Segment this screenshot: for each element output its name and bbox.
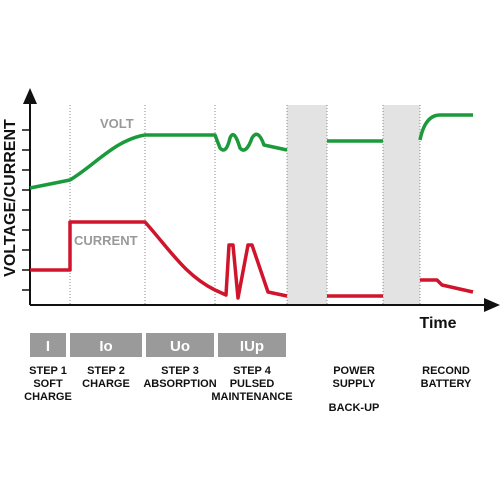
y-axis-label: VOLTAGE/CURRENT xyxy=(2,119,19,277)
step-label: BATTERY xyxy=(421,378,472,390)
step-box xyxy=(70,333,142,357)
volt-curve xyxy=(29,113,473,190)
step-label: STEP 2 xyxy=(87,365,125,377)
gap-band xyxy=(287,105,327,305)
step-box-label: Uo xyxy=(170,338,190,355)
gap-band xyxy=(383,105,420,305)
step-note: BACK-UP xyxy=(329,402,380,414)
step-box xyxy=(30,333,66,357)
y-ticks xyxy=(22,129,30,291)
curve-label: VOLT xyxy=(100,116,134,131)
step-label: STEP 3 xyxy=(161,365,199,377)
step-box xyxy=(146,333,214,357)
step-label: MAINTENANCE xyxy=(211,391,292,403)
step-label: RECOND xyxy=(422,365,470,377)
x-axis-label: Time xyxy=(419,315,456,332)
step-label: CHARGE xyxy=(24,391,72,403)
step-label: CHARGE xyxy=(82,378,130,390)
y-arrow xyxy=(23,88,37,104)
step-label: POWER xyxy=(333,365,375,377)
step-label: PULSED xyxy=(230,378,275,390)
step-label: STEP 4 xyxy=(233,365,272,377)
step-box-label: Io xyxy=(99,338,112,355)
step-label: SUPPLY xyxy=(332,378,376,390)
step-box-label: I xyxy=(46,338,50,355)
curve-label: CURRENT xyxy=(74,233,138,248)
x-arrow xyxy=(484,298,500,312)
step-box-label: IUp xyxy=(240,338,264,355)
step-label: SOFT xyxy=(33,378,63,390)
phase-dividers xyxy=(69,105,421,305)
current-curve xyxy=(30,220,474,300)
step-label: ABSORPTION xyxy=(143,378,216,390)
step-label: STEP 1 xyxy=(29,365,67,377)
step-box xyxy=(218,333,286,357)
